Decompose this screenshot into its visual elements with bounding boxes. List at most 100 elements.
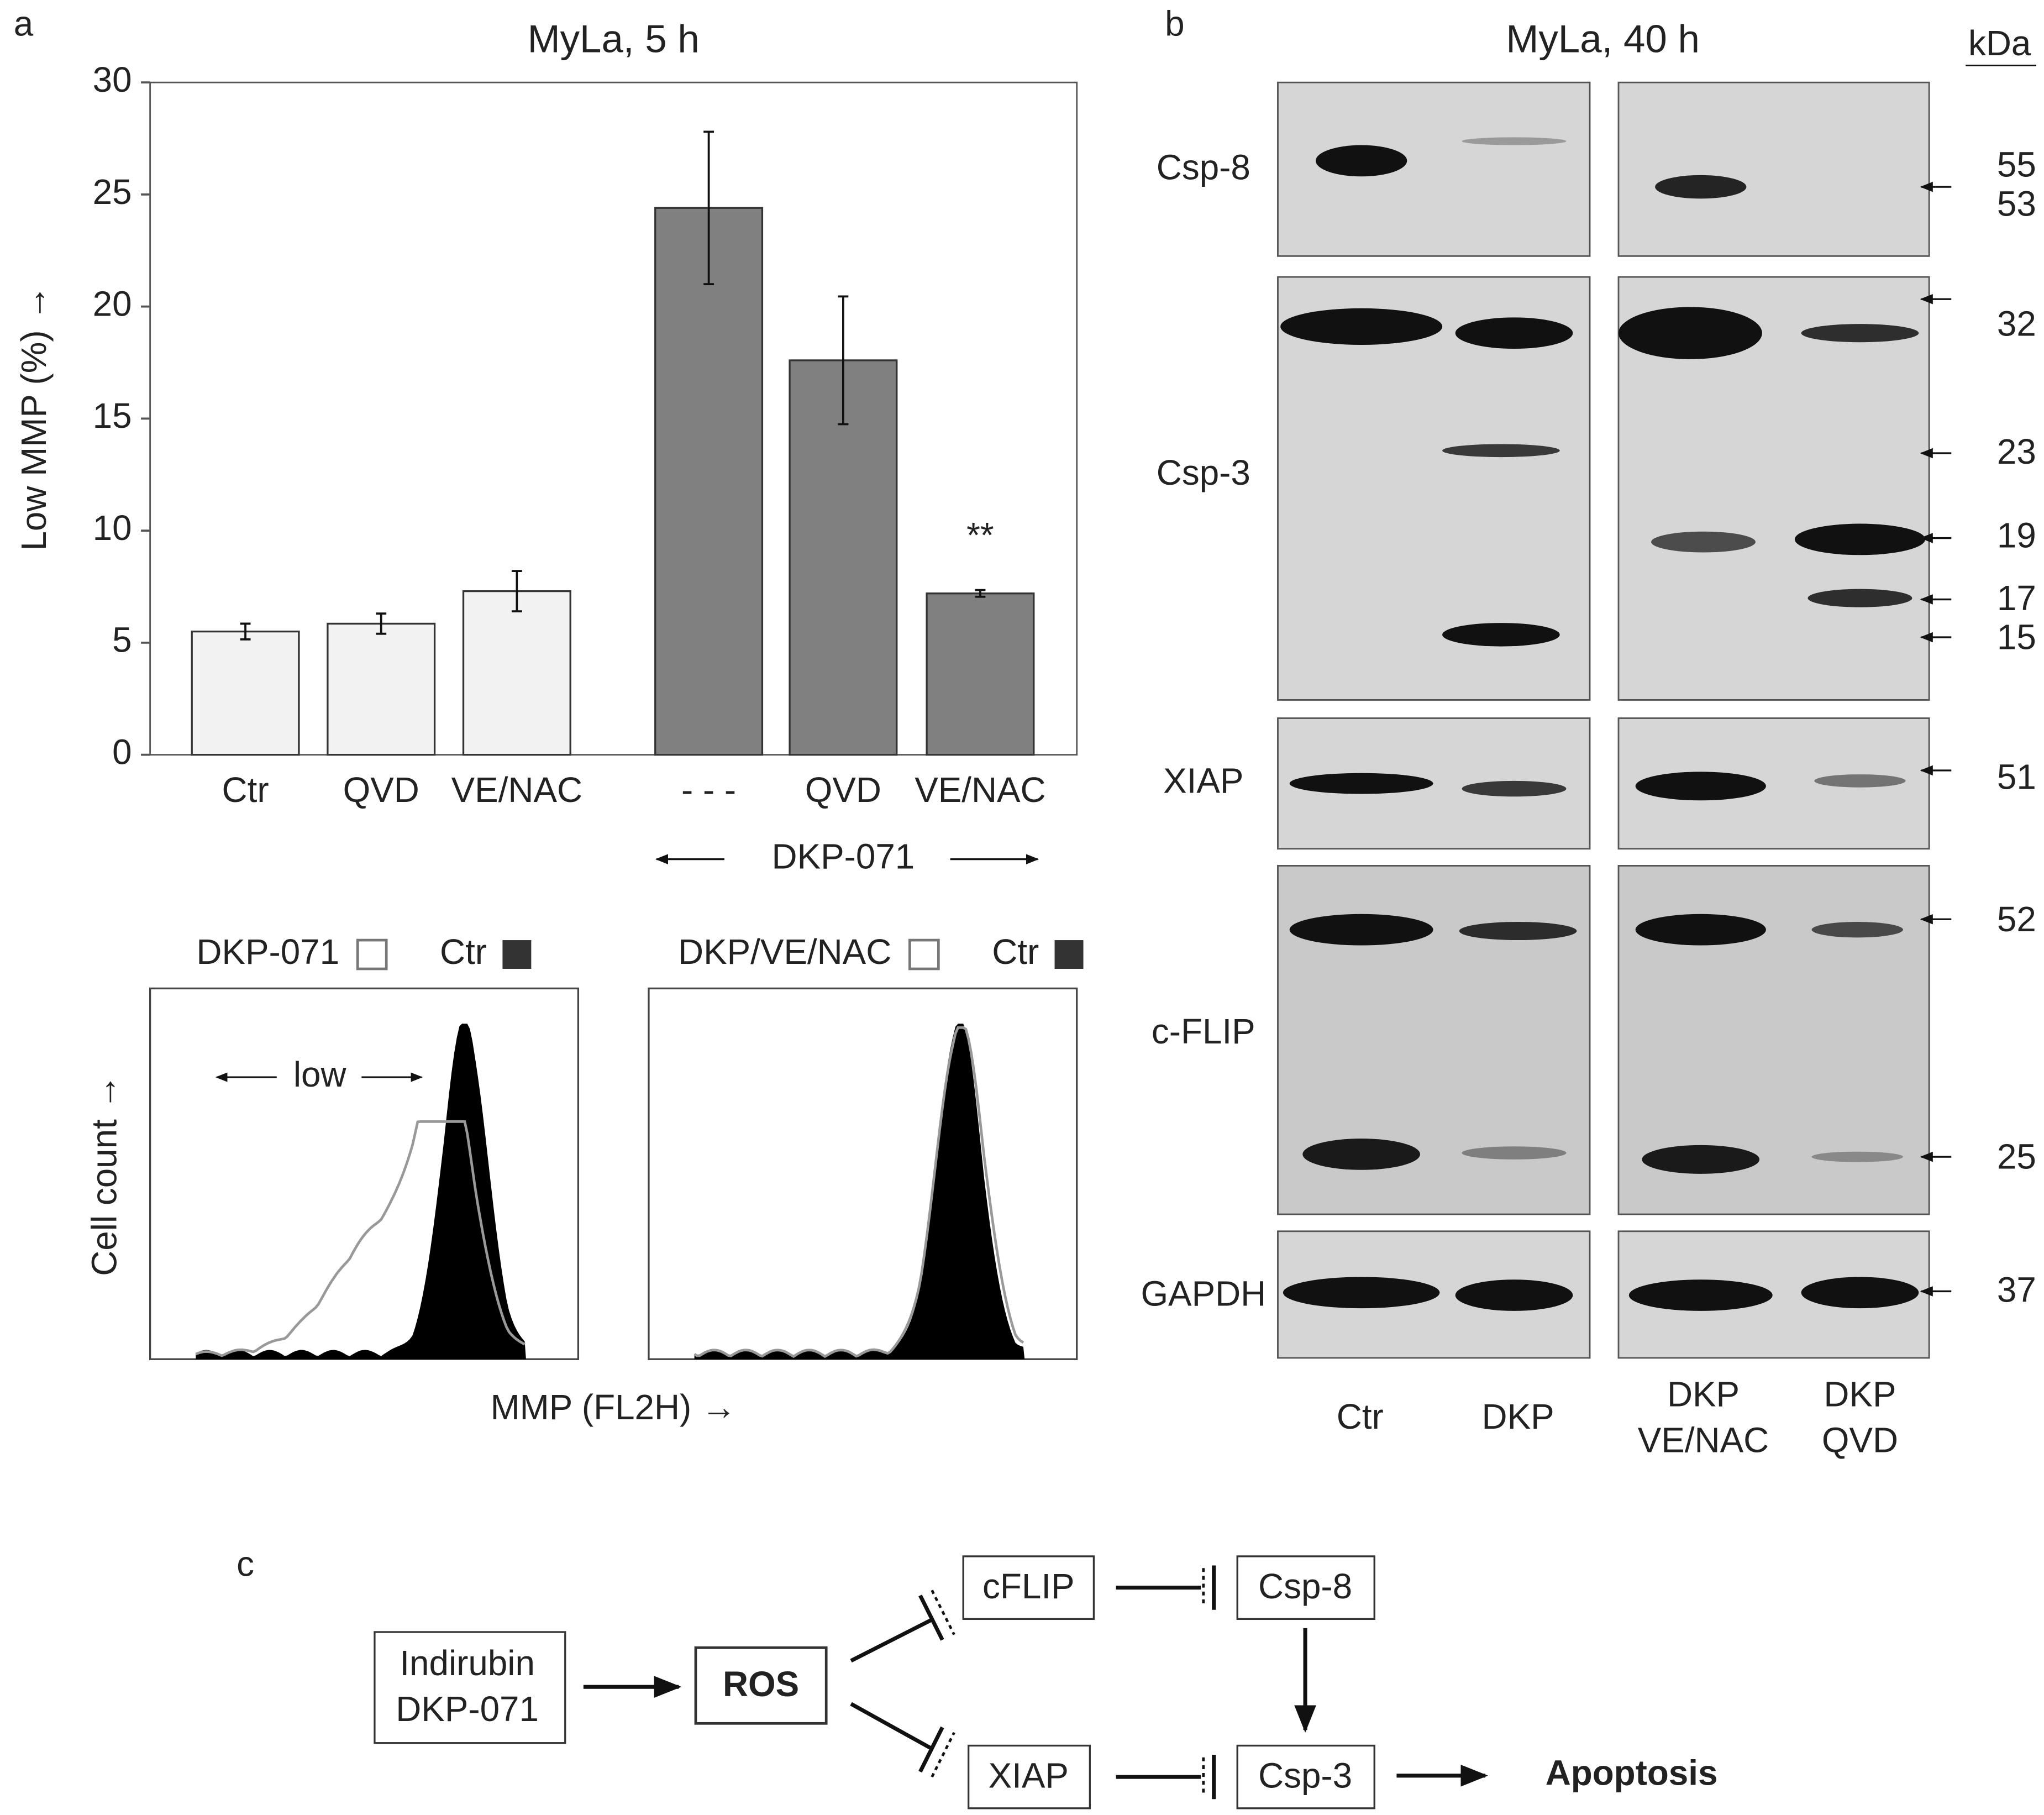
- node-label: cFLIP: [982, 1566, 1075, 1606]
- legend-label: DKP-071: [196, 932, 339, 972]
- protein-label: c-FLIP: [1152, 1011, 1255, 1051]
- blot-band: [1794, 523, 1926, 555]
- x-tick-label: VE/NAC: [451, 770, 582, 810]
- blot-band: [1635, 772, 1766, 801]
- x-axis-label: MMP (FL2H) →: [491, 1387, 737, 1427]
- marker-label: 53: [1997, 183, 2036, 223]
- lane-label: VE/NAC: [1638, 1420, 1769, 1460]
- x-tick-label: VE/NAC: [915, 770, 1045, 810]
- histogram-annotation: low: [293, 1055, 347, 1094]
- y-tick-label: 30: [93, 60, 132, 99]
- blot-band: [1801, 1277, 1919, 1309]
- inhibit-bar: [918, 1594, 944, 1641]
- node-box: [694, 1646, 828, 1725]
- group-label: DKP-071: [772, 836, 915, 876]
- unit-label: kDa: [1968, 23, 2031, 63]
- inhibit-line: [850, 1702, 934, 1751]
- legend-swatch: [356, 938, 388, 971]
- legend-swatch: [908, 938, 940, 971]
- blot-band: [1811, 921, 1903, 938]
- marker-label: 55: [1997, 145, 2036, 185]
- node-label: DKP-071: [396, 1689, 539, 1729]
- blot-band: [1807, 589, 1912, 607]
- node-label: XIAP: [989, 1755, 1069, 1795]
- blot-band: [1462, 1146, 1567, 1160]
- inhibit-bar: [918, 1726, 944, 1773]
- lane-label: Ctr: [1337, 1397, 1384, 1436]
- y-axis-label: Low MMP (%) →: [14, 285, 54, 551]
- protein-label: Csp-3: [1157, 453, 1250, 492]
- y-tick-label: 0: [112, 732, 132, 772]
- histogram-ctr: [196, 1024, 526, 1360]
- blot-band: [1302, 1139, 1420, 1170]
- blot-band: [1280, 308, 1443, 345]
- node-box: [962, 1555, 1095, 1620]
- blot-band: [1462, 780, 1567, 797]
- lane-label: DKP: [1667, 1375, 1740, 1414]
- lane-label: DKP: [1824, 1375, 1896, 1414]
- blot-band: [1455, 1279, 1573, 1311]
- blot-band: [1655, 175, 1747, 199]
- node-label: Indirubin: [400, 1643, 535, 1683]
- blot-band: [1642, 1145, 1760, 1174]
- histogram-treated: [693, 1026, 1024, 1358]
- marker-label: 52: [1997, 899, 2036, 939]
- legend-swatch: [502, 940, 532, 969]
- blot-band: [1283, 1277, 1440, 1309]
- blot-band: [1618, 307, 1762, 359]
- node-box: [968, 1744, 1091, 1809]
- node-box: [1236, 1555, 1375, 1620]
- inhibit-line: [850, 1617, 934, 1663]
- blot-band: [1651, 531, 1756, 553]
- blot-title: MyLa, 40 h: [1506, 18, 1700, 61]
- significance-label: **: [966, 515, 994, 555]
- marker-label: 23: [1997, 432, 2036, 471]
- blot-panel: [1617, 81, 1930, 257]
- y-tick-label: 15: [93, 396, 132, 436]
- marker-label: 37: [1997, 1270, 2036, 1310]
- x-tick-label: - - -: [681, 770, 736, 810]
- blot-band: [1315, 145, 1407, 177]
- inhibit-bar: [931, 1590, 955, 1635]
- panel-label: b: [1165, 3, 1184, 43]
- y-tick-label: 20: [93, 284, 132, 324]
- y-tick-label: 5: [112, 620, 132, 660]
- histogram-treated: [195, 1120, 526, 1357]
- x-tick-label: QVD: [805, 770, 881, 810]
- bar: [327, 622, 436, 756]
- blot-band: [1811, 1151, 1903, 1162]
- y-tick-label: 25: [93, 172, 132, 212]
- blot-band: [1442, 444, 1560, 458]
- panel-label: c: [237, 1544, 254, 1584]
- marker-label: 15: [1997, 617, 2036, 657]
- protein-label: XIAP: [1163, 760, 1243, 800]
- bar: [462, 590, 571, 756]
- node-label: Csp-8: [1258, 1566, 1352, 1606]
- x-tick-label: Ctr: [222, 770, 269, 810]
- y-axis-label: Cell count →: [85, 1074, 124, 1276]
- blot-band: [1635, 914, 1766, 946]
- bar: [191, 630, 300, 756]
- panel-label: a: [14, 3, 34, 43]
- legend-label: DKP/VE/NAC: [678, 932, 891, 972]
- chart-title: MyLa, 5 h: [528, 18, 700, 61]
- blot-band: [1462, 137, 1567, 145]
- y-tick-label: 10: [93, 508, 132, 548]
- marker-label: 51: [1997, 757, 2036, 796]
- protein-label: GAPDH: [1141, 1274, 1266, 1314]
- histogram-frame: [648, 987, 1078, 1360]
- legend-label: Ctr: [440, 932, 487, 972]
- protein-label: Csp-8: [1157, 147, 1250, 187]
- node-label: Apoptosis: [1546, 1753, 1718, 1793]
- legend-swatch: [1054, 940, 1084, 969]
- x-tick-label: QVD: [343, 770, 419, 810]
- bar: [789, 359, 898, 756]
- marker-label: 19: [1997, 515, 2036, 555]
- node-label: ROS: [723, 1664, 799, 1704]
- node-box: [374, 1631, 566, 1744]
- legend-label: Ctr: [992, 932, 1039, 972]
- blot-band: [1801, 324, 1919, 343]
- blot-band: [1628, 1279, 1773, 1311]
- marker-label: 17: [1997, 578, 2036, 618]
